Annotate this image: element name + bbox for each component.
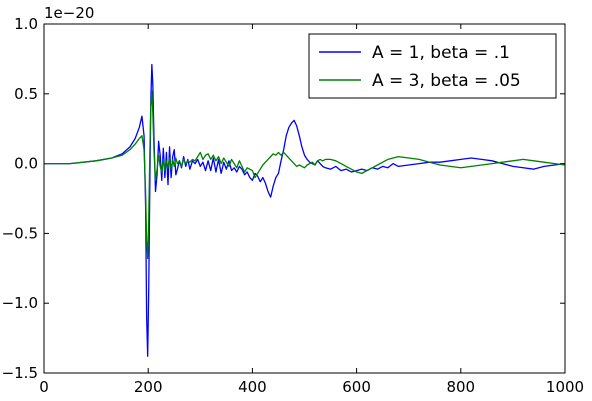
- axis-offset-label: 1e−20: [44, 4, 94, 22]
- legend: A = 1, beta = .1 A = 3, beta = .05: [308, 33, 557, 99]
- y-tick-label: 1.0: [14, 15, 38, 33]
- tick-labels: 0 200 400 600 800 1000 −1.5 −1.0 −0.5 0.0 0.5 1.0: [2, 15, 585, 396]
- legend-box: [308, 33, 557, 99]
- x-tick-label: 400: [238, 378, 267, 396]
- y-tick-label: −0.5: [2, 224, 38, 242]
- y-tick-label: 0.0: [14, 155, 38, 173]
- x-tick-label: 200: [134, 378, 163, 396]
- series-layer: [44, 63, 566, 357]
- y-tick-label: −1.0: [2, 294, 38, 312]
- x-tick-label: 600: [342, 378, 371, 396]
- x-tick-label: 800: [446, 378, 475, 396]
- y-tick-label: 0.5: [14, 85, 38, 103]
- x-tick-label: 0: [39, 378, 49, 396]
- legend-label-2: A = 3, beta = .05: [372, 71, 521, 91]
- x-tick-label: 1000: [546, 378, 584, 396]
- series-line-2: [44, 90, 566, 260]
- legend-label-1: A = 1, beta = .1: [372, 43, 510, 63]
- y-tick-label: −1.5: [2, 364, 38, 382]
- plot-frame: [43, 23, 566, 374]
